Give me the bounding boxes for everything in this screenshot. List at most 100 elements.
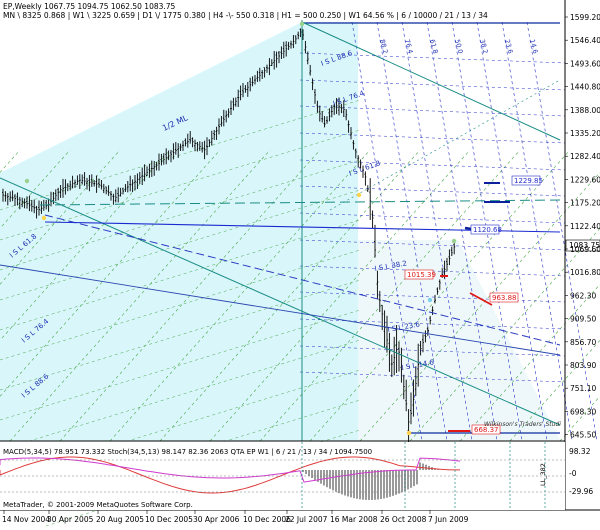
- price-tag: 668.37: [474, 426, 499, 434]
- price-tag-box: [489, 292, 519, 303]
- price-axis-label: 1440.80: [570, 83, 600, 92]
- pivot-marker: [427, 297, 433, 303]
- price-tag-box: [471, 424, 501, 435]
- price-tag-box: [470, 224, 500, 235]
- horizontal-dashed-line: [39, 199, 561, 206]
- price-axis-label: 1546.40: [570, 36, 600, 45]
- date-axis-label: 30 Apr 2005: [47, 515, 94, 524]
- watermark-text: Wilkinson's Traders' Studi: [484, 421, 561, 428]
- grid-line: [0, 309, 361, 421]
- price-axis-label: 1388.00: [570, 106, 600, 115]
- fibo-time-line: [299, 239, 566, 251]
- pivot-marker: [299, 21, 305, 27]
- price-tag-box: [404, 269, 434, 280]
- fibo-top-label: 50.0: [453, 38, 464, 54]
- price-axis-label: 962.30: [570, 291, 596, 300]
- price-axis-label: 1493.60: [570, 59, 600, 68]
- price-axis-label: 1335.20: [570, 129, 600, 138]
- fibo-fan-line: [426, 21, 498, 442]
- date-axis-label: 7 Jun 2009: [428, 515, 469, 524]
- fibo-time-line: [299, 371, 566, 383]
- fibo-time-line: [299, 212, 566, 224]
- date-axis-label: 20 Aug 2005: [96, 515, 144, 524]
- fibo-fan-line: [526, 21, 598, 442]
- grid-line: [359, 171, 600, 442]
- indicator-level-low: -29.96: [569, 487, 593, 496]
- grid-line: [0, 219, 361, 331]
- price-tag: 963.88: [492, 294, 517, 302]
- fibo-time-line: [299, 345, 566, 357]
- price-axis-label: 645.50: [570, 431, 596, 440]
- indicator-level-zero: -0: [569, 469, 577, 478]
- price-tag-box: [511, 175, 541, 186]
- red-trend-segment: [469, 292, 493, 306]
- fibo-top-label: 23.6: [503, 38, 514, 54]
- date-axis-label: 10 Dec 2005: [145, 515, 193, 524]
- indicator-header: MACD(5,34,5) 78.951 73.332 Stoch(34,5,13…: [3, 448, 372, 456]
- price-axis-label: 1016.80: [570, 268, 600, 277]
- indicator-summary: MN \ 8325 0.868 | W1 \ 3225 0.659 | D1 \…: [3, 11, 488, 20]
- price-axis-label: 1175.20: [570, 199, 600, 208]
- grid-line: [109, 149, 371, 442]
- price-bars: [2, 28, 456, 445]
- chart-title: EP,Weekly 1067.75 1094.75 1062.50 1083.7…: [3, 2, 176, 11]
- price-axis-label: 909.50: [570, 315, 596, 324]
- pivot-marker: [451, 238, 457, 244]
- current-price-box: [565, 239, 600, 252]
- fibo-time-line: [299, 79, 566, 91]
- pivot-marker: [41, 215, 47, 221]
- indicator-lines: [0, 442, 565, 510]
- grid-line: [59, 149, 321, 442]
- price-axis-label: 856.70: [570, 338, 596, 347]
- fibo-time-line: [299, 185, 566, 197]
- price-axis-label: 751.10: [570, 384, 596, 393]
- fan-line: [329, 79, 561, 211]
- fibo-fan-line: [401, 21, 473, 442]
- grid-line: [209, 149, 471, 442]
- fibo-time-line: [299, 132, 566, 144]
- fibo-fan-line: [376, 21, 448, 442]
- price-axis-label: 1229.60: [570, 175, 600, 184]
- price-axis-label: 1599.20: [570, 13, 600, 22]
- lower-parallel-line: [0, 264, 561, 356]
- grid-line: [0, 149, 121, 285]
- price-axis: 1599.20 1546.40 1493.60 1440.80 1388.00 1335.…: [565, 13, 600, 440]
- date-axis-label: 14 Nov 2004: [2, 515, 50, 524]
- fibo-time-line: [299, 291, 566, 303]
- date-axis-label: 22 Jul 2007: [285, 515, 328, 524]
- price-axis-label: 803.90: [570, 361, 596, 370]
- grid-line: [0, 149, 171, 341]
- date-axis-label: 10 Dec 2006: [243, 515, 291, 524]
- price-axis-label: 698.30: [570, 407, 596, 416]
- price-axis-label: 1282.40: [570, 152, 600, 161]
- price-tag: 1015.39: [407, 271, 436, 279]
- grid-line: [0, 149, 221, 397]
- date-axis-label: 26 Oct 2008: [380, 515, 427, 524]
- grid-line: [0, 129, 361, 241]
- pivot-marker: [24, 178, 30, 184]
- grid-line: [0, 159, 361, 271]
- price-axis-label: 1069.60: [570, 245, 600, 254]
- indicator-vertical-label: LL_382: [539, 463, 547, 486]
- fibo-time-line: [299, 52, 566, 64]
- fibo-top-label: 76.4: [403, 38, 414, 54]
- grid-line: [0, 249, 361, 361]
- date-axis-label: 16 Mar 2008: [330, 515, 378, 524]
- right-shading: [358, 240, 560, 441]
- median-line: [44, 214, 561, 346]
- indicator-level-high: 98.32: [569, 447, 591, 456]
- date-axis-label: 30 Apr 2006: [193, 515, 240, 524]
- price-tag: 1120.68: [473, 226, 502, 234]
- andrews-pitchfork-shading: [0, 22, 358, 441]
- grid-line: [0, 279, 361, 391]
- grid-line: [9, 149, 271, 442]
- current-price-label: 1083.75: [569, 241, 600, 250]
- pivot-marker: [406, 430, 412, 436]
- price-axis-label: 1122.40: [570, 222, 600, 231]
- indicator-panel: [0, 442, 565, 510]
- grid-line: [0, 339, 361, 451]
- fibo-top-label: 88.2: [378, 38, 389, 54]
